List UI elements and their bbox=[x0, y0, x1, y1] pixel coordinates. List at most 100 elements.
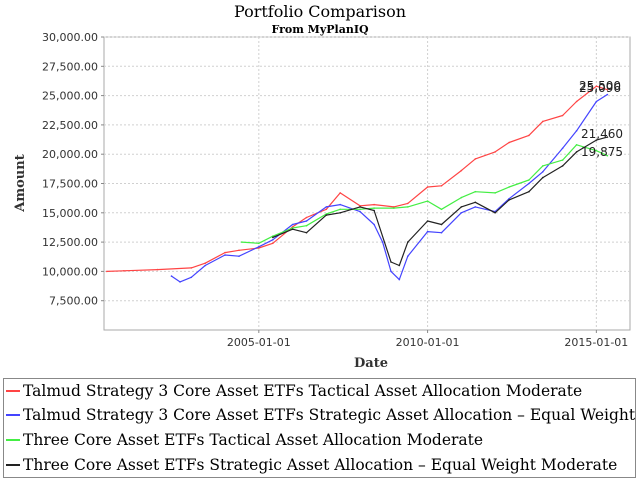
data-point bbox=[575, 151, 578, 153]
data-point bbox=[272, 239, 274, 241]
data-point bbox=[542, 171, 544, 173]
series-line-3 bbox=[272, 136, 608, 267]
legend-label: Three Core Asset ETFs Tactical Asset All… bbox=[23, 431, 484, 449]
y-tick-label: 7,500.00 bbox=[49, 295, 98, 308]
series-line-1 bbox=[171, 93, 608, 283]
y-tick-label: 15,000.00 bbox=[42, 207, 98, 220]
data-point bbox=[204, 262, 206, 265]
data-point bbox=[595, 139, 598, 141]
y-tick-label: 22,500.00 bbox=[42, 119, 98, 132]
data-point bbox=[606, 93, 609, 96]
data-point bbox=[460, 212, 463, 214]
data-point bbox=[460, 196, 463, 199]
data-point bbox=[474, 158, 477, 160]
data-point bbox=[291, 227, 294, 229]
y-axis-ticks: 7,500.00 10,000.00 12,500.00 15,000.00 17,50… bbox=[42, 31, 104, 308]
data-point bbox=[561, 114, 564, 117]
data-point bbox=[407, 202, 409, 205]
chart-subtitle: From MyPlanIQ bbox=[271, 23, 369, 36]
y-tick-label: 17,500.00 bbox=[42, 178, 98, 191]
series-layer bbox=[106, 85, 609, 283]
data-point bbox=[494, 151, 496, 153]
legend-label: Talmud Strategy 3 Core Asset ETFs Strate… bbox=[23, 406, 636, 424]
data-point bbox=[238, 249, 240, 252]
data-point bbox=[359, 206, 361, 208]
data-point bbox=[508, 186, 510, 188]
legend-swatch bbox=[6, 390, 20, 392]
data-point bbox=[272, 236, 274, 239]
data-point bbox=[224, 251, 226, 254]
legend-item: Talmud Strategy 3 Core Asset ETFs Strate… bbox=[6, 404, 635, 426]
data-point bbox=[291, 223, 294, 226]
data-point bbox=[258, 246, 260, 248]
data-point bbox=[325, 213, 328, 215]
chart-title: Portfolio Comparison bbox=[234, 2, 406, 21]
legend-item: Talmud Strategy 3 Core Asset ETFs Tactic… bbox=[6, 380, 582, 402]
data-point bbox=[575, 144, 578, 146]
y-tick-label: 10,000.00 bbox=[42, 265, 98, 278]
x-tick-label: 2015-01-01 bbox=[564, 336, 628, 349]
data-point bbox=[123, 270, 125, 272]
data-point bbox=[291, 228, 294, 230]
data-point bbox=[359, 208, 361, 211]
data-point bbox=[156, 268, 159, 271]
x-axis-label: Date bbox=[354, 356, 388, 371]
data-point bbox=[305, 216, 308, 219]
data-point bbox=[595, 149, 598, 152]
data-point bbox=[398, 264, 401, 267]
data-point bbox=[106, 270, 108, 273]
legend-item: Three Core Asset ETFs Tactical Asset All… bbox=[6, 429, 483, 451]
data-point bbox=[440, 185, 443, 187]
data-point bbox=[291, 226, 294, 228]
data-point bbox=[474, 201, 477, 204]
data-point bbox=[272, 242, 274, 245]
data-point bbox=[606, 88, 609, 91]
data-point bbox=[407, 241, 409, 243]
data-point bbox=[238, 255, 240, 257]
data-point bbox=[258, 242, 260, 245]
data-point bbox=[528, 190, 530, 193]
legend-swatch bbox=[6, 414, 20, 416]
legend-label: Talmud Strategy 3 Core Asset ETFs Tactic… bbox=[23, 382, 583, 400]
data-point bbox=[373, 223, 375, 226]
data-point bbox=[440, 231, 443, 234]
data-point bbox=[595, 85, 598, 87]
data-point bbox=[426, 230, 429, 233]
data-point bbox=[325, 214, 328, 216]
data-point bbox=[542, 176, 544, 179]
y-axis-label: Amount bbox=[13, 154, 28, 212]
data-point bbox=[373, 207, 375, 209]
legend-item: Three Core Asset ETFs Strategic Asset Al… bbox=[6, 454, 617, 476]
data-point bbox=[460, 169, 463, 172]
plot-area bbox=[103, 36, 631, 331]
y-tick-label: 27,500.00 bbox=[42, 60, 98, 73]
data-point bbox=[325, 208, 328, 211]
x-axis-ticks: 2005-01-01 2010-01-01 2015-01-01 bbox=[227, 330, 628, 349]
data-point bbox=[440, 208, 443, 211]
data-point bbox=[542, 165, 544, 167]
data-point bbox=[339, 212, 342, 214]
data-point bbox=[528, 134, 530, 137]
end-value-label: 19,875 bbox=[581, 145, 623, 159]
data-point bbox=[407, 206, 409, 208]
data-point bbox=[224, 254, 226, 256]
data-point bbox=[528, 182, 530, 185]
data-point bbox=[339, 192, 342, 194]
end-value-label: 25,096 bbox=[579, 81, 621, 95]
y-tick-label: 25,000.00 bbox=[42, 90, 98, 103]
end-value-label: 25,500 bbox=[579, 79, 621, 93]
data-point bbox=[508, 141, 510, 144]
data-point bbox=[241, 241, 243, 243]
data-point bbox=[179, 281, 181, 283]
data-point bbox=[474, 206, 477, 208]
data-point bbox=[339, 203, 342, 206]
data-point bbox=[494, 212, 496, 214]
y-tick-label: 20,000.00 bbox=[42, 148, 98, 161]
data-point bbox=[390, 270, 392, 273]
legend-swatch bbox=[6, 439, 20, 441]
x-tick-label: 2010-01-01 bbox=[396, 336, 460, 349]
data-point bbox=[190, 276, 193, 279]
data-point bbox=[373, 209, 375, 212]
data-point bbox=[561, 165, 564, 167]
